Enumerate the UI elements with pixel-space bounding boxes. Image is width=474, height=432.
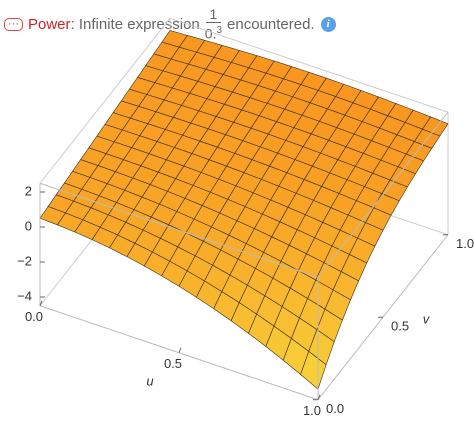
message-separator: :	[70, 15, 75, 33]
v-axis-label: v	[423, 311, 431, 326]
u-tick-label: 0.5	[164, 356, 182, 371]
info-icon[interactable]: i	[320, 16, 336, 32]
denominator: 0.3	[205, 23, 222, 42]
message-trailing: encountered.	[227, 15, 315, 33]
message-icon[interactable]: ···	[4, 17, 23, 31]
u-tick-label: 1.0	[303, 403, 321, 418]
box-edge	[39, 17, 171, 184]
surface-patch	[300, 350, 327, 390]
z-tick-label: −2	[17, 253, 32, 268]
v-tick-label: 0.5	[391, 319, 409, 334]
numerator: 1	[205, 6, 222, 24]
u-tick-label: 0.0	[25, 309, 43, 324]
fraction: 1 0.3	[205, 6, 222, 42]
box-edge	[39, 182, 319, 278]
box-edge	[317, 111, 449, 278]
message-symbol: Power	[28, 15, 71, 33]
v-tick-label: 1.0	[456, 236, 474, 251]
v-tick-label: 0.0	[326, 401, 344, 416]
exponent: 3	[216, 25, 223, 37]
u-tick	[178, 347, 182, 353]
z-tick-label: 0	[25, 218, 32, 233]
u-axis-label: u	[146, 373, 153, 388]
denominator-base: 0.	[204, 25, 217, 42]
u-tick	[317, 394, 321, 400]
z-tick-label: 2	[25, 183, 32, 198]
box-edge	[169, 17, 449, 113]
z-tick-label: −4	[17, 288, 32, 303]
u-tick	[39, 300, 43, 306]
